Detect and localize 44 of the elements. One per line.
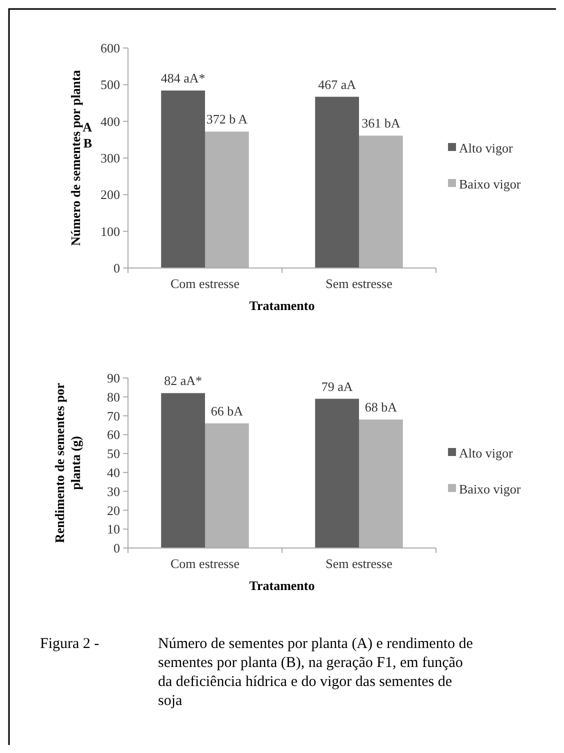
y-tick-label: 90	[107, 370, 120, 386]
y-tick-label: 400	[100, 114, 120, 129]
y-tick-label: 20	[107, 502, 120, 518]
y-tick-label: 600	[100, 40, 120, 56]
y-tick-label: 300	[100, 150, 120, 166]
bar	[161, 90, 205, 268]
data-label: 361 bA	[362, 116, 401, 131]
x-tick-label: Com estresse	[170, 556, 240, 571]
y-tick-label: 70	[107, 408, 120, 424]
y-tick-label: 50	[107, 446, 120, 462]
y-tick-label: 60	[107, 427, 120, 442]
y-tick-label: 500	[100, 77, 120, 92]
x-axis-title: Tratamento	[249, 298, 315, 313]
legend-label: Baixo vigor	[459, 482, 522, 497]
y-tick-label: 30	[107, 484, 120, 499]
data-label: 82 aA*	[164, 373, 202, 388]
x-tick-label: Sem estresse	[326, 556, 393, 571]
bar	[315, 398, 359, 548]
y-tick-label: 10	[107, 522, 120, 537]
data-label: 372 b A	[206, 112, 248, 127]
x-tick-label: Sem estresse	[326, 276, 393, 291]
y-tick-label: 80	[107, 389, 120, 404]
bar	[161, 393, 205, 548]
y-tick-label: 0	[114, 540, 120, 556]
data-label: 79 aA	[321, 378, 354, 394]
y-tick-label: 100	[100, 224, 120, 239]
data-label: 68 bA	[364, 400, 398, 415]
y-tick-label: 0	[114, 260, 120, 276]
data-label: 484 aA*	[160, 70, 206, 86]
data-label: 66 bA	[210, 403, 244, 418]
legend-label: Baixo vigor	[459, 176, 522, 192]
y-axis-title: Rendimento de sementes por planta (g)	[52, 382, 83, 543]
y-tick-label: 40	[107, 464, 120, 480]
text: B	[83, 136, 92, 151]
bar	[315, 96, 359, 268]
legend-label: Alto vigor	[459, 446, 514, 461]
x-tick-label: Com estresse	[170, 276, 240, 291]
y-tick-label: 200	[100, 187, 120, 202]
legend-label: Alto vigor	[459, 140, 514, 156]
text: A	[82, 120, 93, 135]
text: Figura 2 - Número de sementes por planta (A) e rendimento de sementes por planta (B), na geração F1, em função da deficiência hídrica e do vigor das sementes de soja	[40, 636, 473, 709]
y-axis-title: Número de sementes por planta	[68, 70, 83, 246]
x-axis-title: Tratamento	[249, 578, 315, 593]
data-label: 467 aA	[318, 76, 357, 92]
